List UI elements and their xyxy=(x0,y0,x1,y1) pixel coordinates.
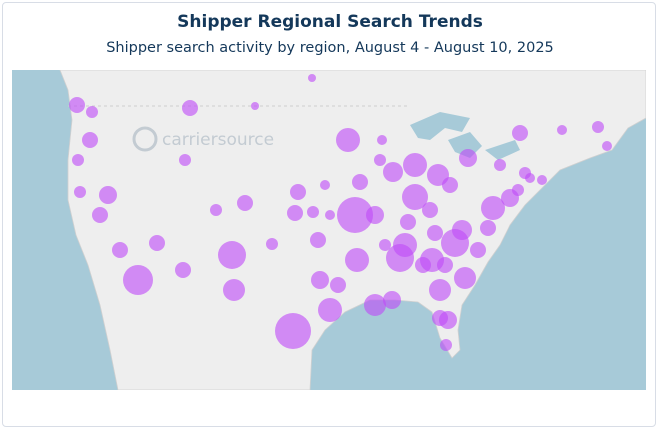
bubble xyxy=(452,220,472,240)
bubble xyxy=(437,257,453,273)
bubble xyxy=(74,186,86,198)
card xyxy=(2,2,656,427)
bubble xyxy=(287,205,303,221)
logo-text: carriersource xyxy=(162,130,274,150)
bubble xyxy=(179,154,191,166)
bubble xyxy=(175,262,191,278)
bubble xyxy=(325,210,335,220)
bubble xyxy=(330,277,346,293)
bubble xyxy=(364,294,386,316)
bubble xyxy=(123,265,153,295)
bubble xyxy=(402,184,428,210)
logo-icon xyxy=(132,126,158,152)
subtitle: Shipper search activity by region, Augus… xyxy=(106,40,554,56)
bubble xyxy=(432,310,448,326)
bubble xyxy=(69,97,85,113)
bubble xyxy=(459,149,477,167)
bubble xyxy=(99,186,117,204)
bubble xyxy=(149,235,165,251)
bubble xyxy=(422,202,438,218)
bubble xyxy=(336,128,360,152)
bubble xyxy=(82,132,98,148)
bubble xyxy=(393,233,417,257)
bubble xyxy=(318,298,342,322)
bubble xyxy=(383,162,403,182)
bubble xyxy=(512,184,524,196)
bubble xyxy=(374,154,386,166)
bubble xyxy=(512,125,528,141)
bubble xyxy=(440,339,452,351)
bubble xyxy=(557,125,567,135)
great-lakes xyxy=(410,112,470,140)
bubble xyxy=(480,220,496,236)
bubble xyxy=(525,173,535,183)
bubble xyxy=(311,271,329,289)
bubble xyxy=(442,177,458,193)
bubble xyxy=(308,74,316,82)
bubble xyxy=(366,206,384,224)
bubble xyxy=(72,154,84,166)
logo: carriersource xyxy=(132,126,274,152)
bubble xyxy=(275,313,311,349)
bubble xyxy=(379,239,391,251)
bubble xyxy=(251,102,259,110)
bubble xyxy=(602,141,612,151)
bubbles xyxy=(69,74,612,351)
bubble xyxy=(320,180,330,190)
bubble xyxy=(400,214,416,230)
great-lakes xyxy=(485,140,520,160)
bubble xyxy=(223,279,245,301)
bubble xyxy=(377,135,387,145)
bubble xyxy=(345,248,369,272)
bubble xyxy=(307,206,319,218)
bubble xyxy=(383,291,401,309)
bubble xyxy=(429,279,451,301)
bubble xyxy=(310,232,326,248)
bubble xyxy=(210,204,222,216)
title: Shipper Regional Search Trends xyxy=(177,12,483,32)
bubble xyxy=(481,196,505,220)
bubble xyxy=(470,242,486,258)
bubble xyxy=(237,195,253,211)
bubble xyxy=(266,238,278,250)
bubble xyxy=(92,207,108,223)
bubble xyxy=(218,241,246,269)
bubble xyxy=(112,242,128,258)
bubble xyxy=(403,153,427,177)
bubble xyxy=(592,121,604,133)
bubble xyxy=(86,106,98,118)
bubble xyxy=(182,100,198,116)
bubble xyxy=(415,257,431,273)
bubble xyxy=(537,175,547,185)
bubble xyxy=(427,225,443,241)
bubble xyxy=(352,174,368,190)
bubble xyxy=(494,159,506,171)
map: carriersource xyxy=(12,70,646,390)
bubble xyxy=(337,197,373,233)
bubble xyxy=(454,267,476,289)
bubble xyxy=(290,184,306,200)
